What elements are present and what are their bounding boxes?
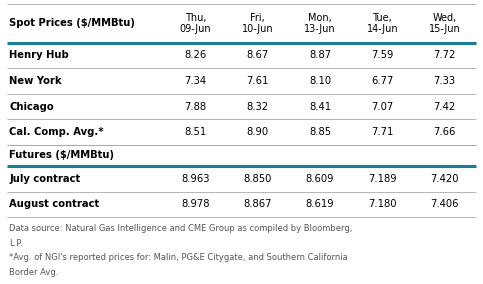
Text: 8.867: 8.867 xyxy=(243,199,272,210)
Text: 8.850: 8.850 xyxy=(243,174,272,184)
Text: 7.59: 7.59 xyxy=(371,50,394,60)
Text: 7.42: 7.42 xyxy=(433,101,456,112)
Text: 8.609: 8.609 xyxy=(306,174,334,184)
Text: 7.61: 7.61 xyxy=(246,76,269,86)
Text: 8.90: 8.90 xyxy=(247,127,269,137)
Text: Chicago: Chicago xyxy=(9,101,54,112)
Text: 7.189: 7.189 xyxy=(368,174,397,184)
Text: 8.963: 8.963 xyxy=(181,174,210,184)
Text: 8.67: 8.67 xyxy=(246,50,269,60)
Text: 7.88: 7.88 xyxy=(185,101,206,112)
Text: Thu,
09-Jun: Thu, 09-Jun xyxy=(180,12,211,34)
Text: 8.619: 8.619 xyxy=(306,199,334,210)
Text: 8.41: 8.41 xyxy=(309,101,331,112)
Text: 7.406: 7.406 xyxy=(430,199,459,210)
Text: 8.32: 8.32 xyxy=(247,101,269,112)
Text: Border Avg.: Border Avg. xyxy=(9,268,58,277)
Text: L.P.: L.P. xyxy=(9,239,23,248)
Text: Fri,
10-Jun: Fri, 10-Jun xyxy=(242,12,273,34)
Text: 7.66: 7.66 xyxy=(433,127,456,137)
Text: Cal. Comp. Avg.*: Cal. Comp. Avg.* xyxy=(9,127,104,137)
Text: 7.71: 7.71 xyxy=(371,127,394,137)
Text: 7.07: 7.07 xyxy=(371,101,394,112)
Text: Wed,
15-Jun: Wed, 15-Jun xyxy=(429,12,460,34)
Text: Data source: Natural Gas Intelligence and CME Group as compiled by Bloomberg,: Data source: Natural Gas Intelligence an… xyxy=(9,224,353,233)
Text: 8.26: 8.26 xyxy=(184,50,206,60)
Text: 7.420: 7.420 xyxy=(430,174,459,184)
Text: New York: New York xyxy=(9,76,62,86)
Text: 8.978: 8.978 xyxy=(181,199,210,210)
Text: 7.33: 7.33 xyxy=(434,76,455,86)
Text: 8.10: 8.10 xyxy=(309,76,331,86)
Text: Henry Hub: Henry Hub xyxy=(9,50,69,60)
Text: August contract: August contract xyxy=(9,199,99,210)
Text: *Avg. of NGI's reported prices for: Malin, PG&E Citygate, and Southern Californi: *Avg. of NGI's reported prices for: Mali… xyxy=(9,253,348,262)
Text: July contract: July contract xyxy=(9,174,81,184)
Text: 7.180: 7.180 xyxy=(368,199,397,210)
Text: 6.77: 6.77 xyxy=(371,76,394,86)
Text: 8.51: 8.51 xyxy=(184,127,206,137)
Text: 7.72: 7.72 xyxy=(433,50,456,60)
Text: 8.85: 8.85 xyxy=(309,127,331,137)
Text: 8.87: 8.87 xyxy=(309,50,331,60)
Text: 7.34: 7.34 xyxy=(185,76,206,86)
Text: Tue,
14-Jun: Tue, 14-Jun xyxy=(367,12,398,34)
Text: Spot Prices ($/MMBtu): Spot Prices ($/MMBtu) xyxy=(9,18,135,28)
Text: Mon,
13-Jun: Mon, 13-Jun xyxy=(304,12,336,34)
Text: Futures ($/MMBtu): Futures ($/MMBtu) xyxy=(9,151,114,160)
